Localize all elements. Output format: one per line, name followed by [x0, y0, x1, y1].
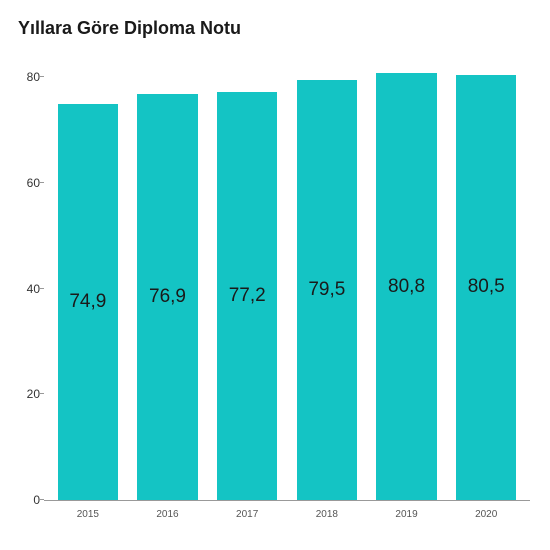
bar-wrap: 77,2	[207, 51, 287, 500]
x-tick-label: 2019	[367, 509, 447, 520]
bar-value-label: 77,2	[229, 285, 266, 307]
bar-wrap: 74,9	[48, 51, 128, 500]
plot-area: 020406080 74,976,977,279,580,880,5	[44, 51, 530, 501]
chart-title: Yıllara Göre Diploma Notu	[12, 18, 538, 39]
bar-wrap: 79,5	[287, 51, 367, 500]
bar: 77,2	[217, 92, 278, 500]
bar: 80,5	[456, 75, 517, 500]
bar-value-label: 76,9	[149, 286, 186, 308]
x-tick-label: 2015	[48, 509, 128, 520]
bar-wrap: 76,9	[128, 51, 208, 500]
y-tick-label: 0	[12, 493, 40, 507]
x-tick-label: 2016	[128, 509, 208, 520]
x-tick-label: 2017	[207, 509, 287, 520]
bar-value-label: 80,8	[388, 276, 425, 298]
y-tick-label: 60	[12, 176, 40, 190]
bar-wrap: 80,8	[367, 51, 447, 500]
bar-value-label: 74,9	[69, 291, 106, 313]
y-axis: 020406080	[12, 51, 40, 500]
bar: 74,9	[58, 104, 119, 500]
bar-wrap: 80,5	[446, 51, 526, 500]
x-tick-label: 2020	[446, 509, 526, 520]
bar: 76,9	[137, 94, 198, 500]
bar: 80,8	[376, 73, 437, 500]
y-tick-label: 20	[12, 387, 40, 401]
bar-value-label: 80,5	[468, 276, 505, 298]
bars-group: 74,9 76,9 77,2 79,5 80,8 80,5	[44, 51, 530, 500]
y-tick-label: 80	[12, 70, 40, 84]
bar-value-label: 79,5	[308, 279, 345, 301]
x-tick-label: 2018	[287, 509, 367, 520]
y-tick-label: 40	[12, 282, 40, 296]
chart-container: Yıllara Göre Diploma Notu 0 20 40 60 80 74,9…	[0, 0, 550, 550]
x-axis: 201520162017201820192020	[44, 509, 530, 520]
bar: 79,5	[297, 80, 358, 500]
